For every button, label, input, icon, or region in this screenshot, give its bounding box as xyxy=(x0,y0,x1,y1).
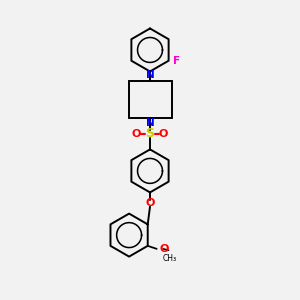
Text: N: N xyxy=(146,118,154,128)
Text: O: O xyxy=(132,129,141,139)
Text: O: O xyxy=(159,244,168,254)
Text: N: N xyxy=(146,70,154,80)
Text: S: S xyxy=(146,127,154,140)
Text: CH₃: CH₃ xyxy=(163,254,177,263)
Text: O: O xyxy=(159,129,168,139)
Text: O: O xyxy=(145,198,155,208)
Text: F: F xyxy=(172,56,180,66)
